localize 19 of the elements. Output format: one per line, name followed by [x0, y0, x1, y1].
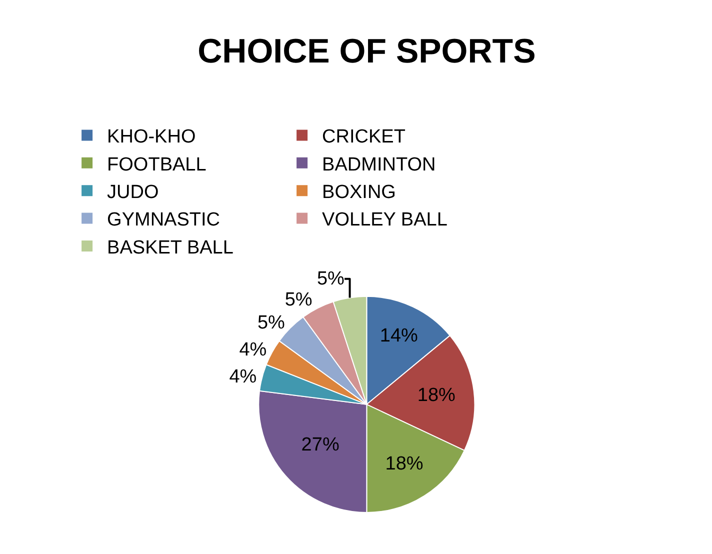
data-label: 5% — [257, 312, 286, 334]
data-label: 4% — [229, 366, 257, 388]
legend-label: FOOTBALL — [107, 154, 206, 176]
legend-label: BADMINTON — [322, 154, 436, 176]
data-label: 4% — [239, 339, 267, 360]
data-label: 27% — [301, 434, 340, 456]
chart-title: CHOICE OF SPORTS — [198, 32, 536, 71]
legend-label: JUDO — [107, 182, 159, 203]
legend-label: GYMNASTIC — [107, 210, 220, 231]
legend-label: KHO-KHO — [107, 126, 196, 148]
data-label: 5% — [316, 268, 345, 290]
legend-label: BASKET BALL — [107, 237, 234, 258]
legend-label: VOLLEY BALL — [322, 210, 448, 231]
legend-label: BOXING — [322, 182, 396, 203]
data-label: 5% — [284, 289, 312, 310]
legend-label: CRICKET — [322, 126, 406, 148]
data-label: 14% — [380, 325, 418, 346]
data-label: 18% — [417, 385, 456, 406]
data-label: 18% — [385, 453, 424, 474]
